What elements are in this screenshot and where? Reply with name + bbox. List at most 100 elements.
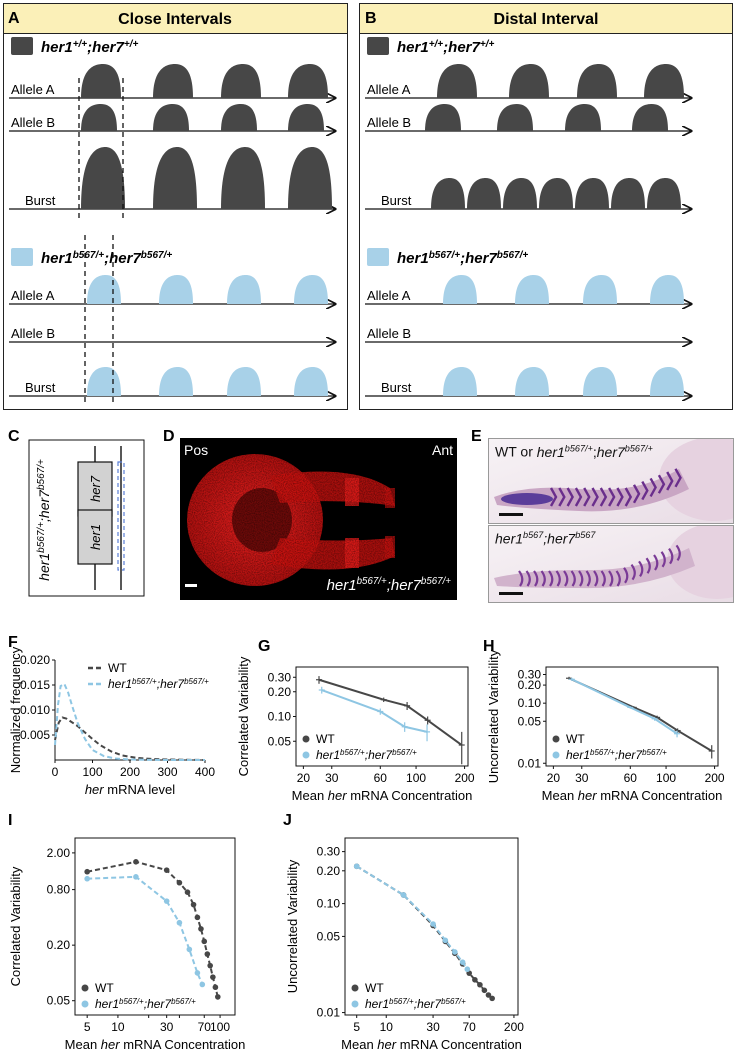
data-point (472, 976, 478, 983)
burst-hump (288, 104, 324, 131)
burst-hump (288, 64, 328, 98)
burst-hump (497, 104, 533, 131)
x-tick-label: 20 (547, 771, 561, 785)
burst-hump (81, 64, 121, 98)
legend-swatch (81, 1000, 89, 1008)
x-tick-label: 30 (426, 1020, 440, 1034)
panel-c-genotype: her1b567/+;her7b567/+ (36, 459, 53, 581)
panel-d-image: Pos Ant her1b567/+;her7b567/+ (180, 438, 457, 600)
x-axis-label: Mean her mRNA Concentration (65, 1037, 246, 1049)
data-point (84, 875, 90, 882)
x-axis-label: Mean her mRNA Concentration (341, 1037, 522, 1049)
somite-chevron (653, 554, 659, 571)
series-wt (315, 676, 465, 765)
row-label: Burst (25, 380, 56, 395)
burst-hump (437, 64, 477, 98)
panel-a-header (3, 3, 348, 34)
chart-i: 5 10 30 70 100 0.05 0.20 0.80 2.00 Mean her mRNA … (8, 837, 246, 1049)
somite-chevron (616, 487, 624, 507)
series-line (571, 678, 678, 735)
x-tick-label: 5 (84, 1020, 91, 1034)
y-tick-label: 0.020 (20, 653, 50, 667)
somite-chevron (657, 474, 666, 494)
panel-e-bottom-image: her1b567;her7b567 (488, 525, 734, 603)
somite-chevron (666, 471, 674, 491)
somite-chevron (645, 557, 651, 574)
y-axis-label: Correlated Variability (236, 656, 251, 776)
y-axis-label: Uncorrelated Variability (285, 859, 300, 993)
genotype-label-mutant: her1b567;her7b567 (495, 530, 596, 547)
burst-hump (221, 147, 265, 209)
burst-hump (467, 178, 501, 209)
legend-label: her1b567/+;her7b567/+ (108, 677, 209, 692)
somite-chevron (630, 563, 636, 581)
y-axis-label: Normalized frequency (8, 646, 23, 773)
y-tick-label: 0.10 (518, 696, 542, 710)
panel-a-frame (3, 33, 348, 410)
data-point (198, 926, 204, 932)
panel-letter-a: A (8, 10, 20, 27)
burst-hump (294, 275, 328, 304)
panel-letter-d: D (163, 428, 175, 445)
y-tick-label: 0.10 (268, 710, 292, 724)
y-axis-label: Correlated Variability (8, 866, 23, 986)
row-label: Allele B (11, 115, 55, 130)
x-tick-label: 30 (575, 771, 589, 785)
somite-chevron (533, 570, 539, 587)
data-point (184, 889, 191, 895)
row-label: Allele B (367, 115, 411, 130)
panel-letter-e: E (471, 428, 482, 445)
scale-bar (499, 513, 523, 516)
somite-chevron (585, 570, 591, 587)
legend-label: WT (365, 981, 384, 995)
legend-label: her1b567/+;her7b567/+ (365, 997, 466, 1012)
somite-chevron (540, 570, 546, 587)
data-point (186, 946, 193, 953)
gene-label: her7 (88, 475, 103, 502)
burst-hump (539, 178, 573, 209)
y-tick-label: 0.05 (47, 994, 71, 1008)
panel-letter-b: B (365, 10, 377, 27)
row-label: Burst (25, 193, 56, 208)
somite-chevron (563, 570, 569, 587)
data-point (214, 994, 221, 1000)
x-tick-label: 200 (455, 771, 475, 785)
burst-hump (153, 104, 189, 131)
panel-a-title: Close Intervals (118, 11, 232, 28)
x-tick-label: 60 (624, 771, 638, 785)
somite-chevron (574, 487, 583, 507)
data-point (207, 962, 213, 969)
data-point (477, 981, 483, 988)
somite-chevron (675, 544, 681, 562)
data-point (133, 874, 139, 880)
data-point (464, 966, 471, 973)
data-point (400, 892, 407, 898)
genotype-swatch (11, 248, 33, 266)
data-point (194, 914, 201, 921)
somite-chevron (638, 560, 644, 578)
y-tick-label: 0.20 (268, 685, 292, 699)
data-point (212, 984, 219, 991)
x-tick-label: 30 (325, 771, 339, 785)
burst-hump (565, 104, 601, 131)
x-tick-label: 100 (210, 1020, 230, 1034)
panel-letter-c: C (8, 428, 20, 445)
legend-label: her1b567/+;her7b567/+ (566, 748, 667, 763)
burst-hump (650, 367, 684, 396)
series-line (321, 689, 428, 733)
legend-label: WT (108, 661, 127, 675)
y-tick-label: 2.00 (47, 846, 71, 860)
x-tick-label: 200 (120, 765, 140, 779)
panel-b-schematic: her1+/+;her7+/+ Allele A Allele B Burst her1… (365, 37, 691, 396)
gene-box-her1 (77, 509, 113, 565)
panel-b-frame (359, 33, 733, 410)
burst-hump (159, 367, 193, 396)
plot-frame (344, 837, 519, 1016)
data-point (163, 867, 170, 873)
data-point (201, 938, 208, 945)
somite-chevron (668, 547, 674, 565)
scale-bar (499, 592, 523, 595)
data-point (176, 879, 183, 886)
burst-hump (632, 104, 668, 131)
